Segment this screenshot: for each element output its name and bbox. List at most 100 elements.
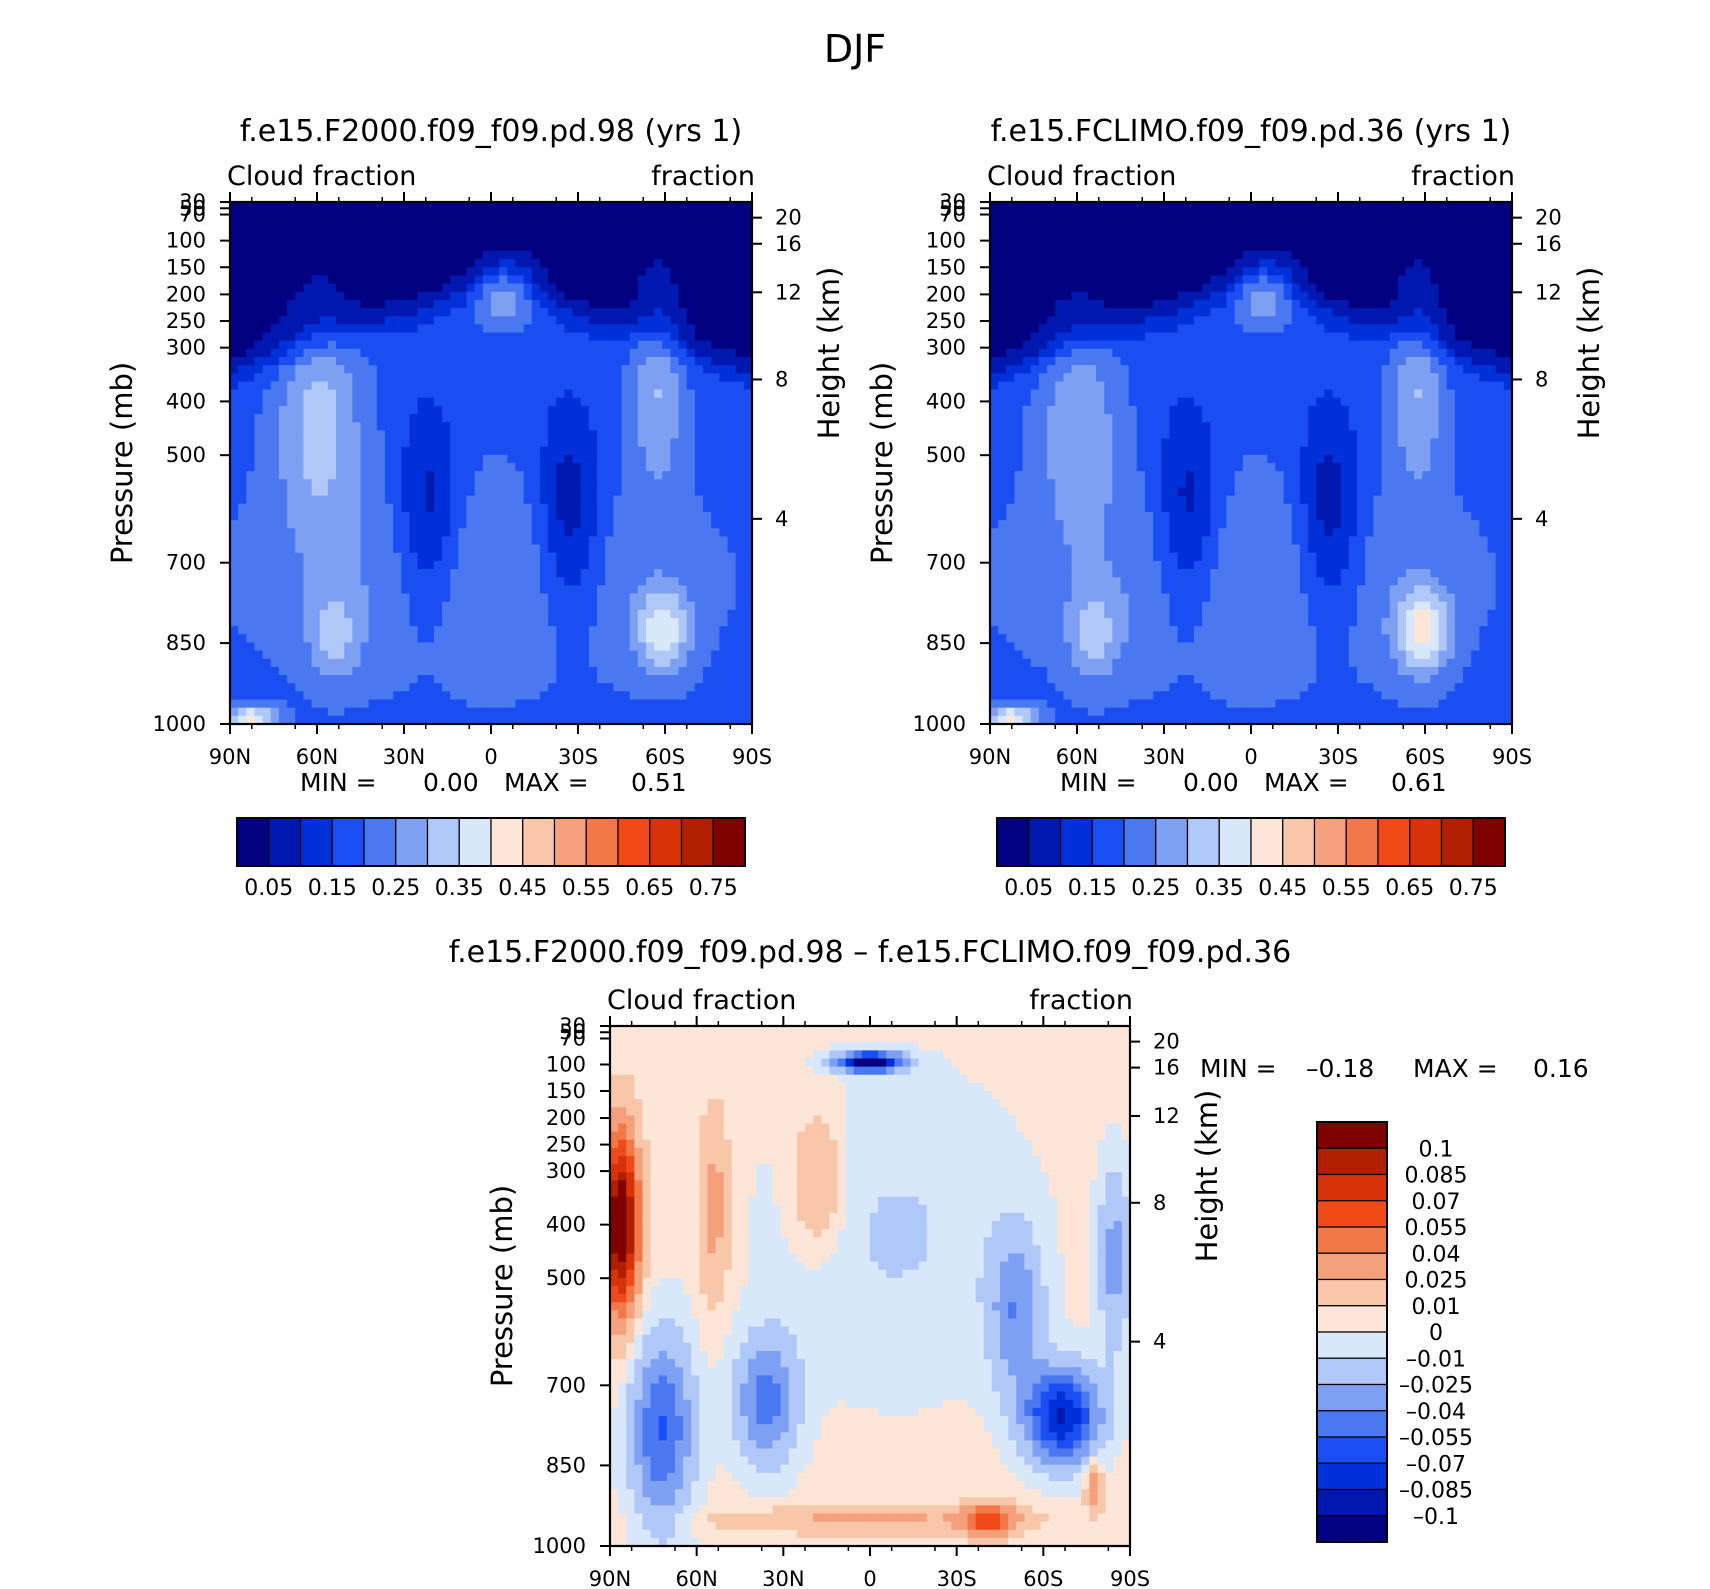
contour-cell (515, 495, 525, 505)
contour-cell (352, 675, 362, 684)
contour-cell (466, 683, 476, 692)
contour-cell (1487, 291, 1497, 301)
contour-cell (531, 683, 541, 692)
contour-cell (499, 430, 508, 440)
contour-cell (539, 316, 549, 325)
contour-cell (376, 218, 386, 228)
contour-cell (1251, 259, 1260, 268)
contour-cell (352, 699, 362, 709)
contour-cell (564, 381, 574, 391)
contour-cell (254, 626, 264, 635)
contour-cell (254, 340, 264, 350)
contour-cell (230, 348, 239, 358)
contour-cell (572, 316, 582, 325)
contour-cell (474, 454, 484, 464)
contour-cell (637, 552, 647, 562)
contour-cell (539, 495, 549, 505)
contour-cell (515, 707, 525, 717)
contour-cell (678, 226, 688, 236)
contour-cell (336, 544, 345, 554)
contour-cell (450, 471, 459, 480)
contour-cell (1079, 210, 1089, 219)
min-label: MIN = (300, 768, 377, 797)
contour-cell (384, 291, 394, 301)
contour-cell (998, 299, 1007, 309)
contour-cell (278, 405, 288, 415)
contour-cell (254, 601, 264, 611)
contour-cell (417, 283, 427, 293)
contour-cell (327, 250, 337, 260)
contour-cell (344, 569, 353, 578)
contour-cell (531, 218, 541, 228)
contour-cell (409, 479, 419, 489)
contour-cell (384, 569, 394, 578)
contour-cell (376, 446, 386, 456)
contour-cell (1234, 259, 1244, 268)
contour-cell (344, 495, 353, 505)
contour-cell (613, 471, 623, 480)
contour-cell (735, 308, 745, 317)
contour-cell (694, 308, 704, 317)
contour-cell (336, 528, 345, 538)
contour-cell (678, 210, 688, 219)
contour-cell (458, 283, 468, 293)
contour-cell (637, 259, 647, 268)
contour-cell (605, 365, 614, 374)
contour-cell (393, 454, 402, 464)
contour-cell (1291, 259, 1301, 268)
contour-cell (376, 691, 386, 701)
contour-cell (336, 634, 345, 644)
contour-cell (1397, 234, 1407, 244)
contour-cell (442, 569, 451, 578)
contour-cell (637, 356, 647, 366)
contour-cell (1226, 283, 1236, 293)
contour-cell (703, 634, 712, 644)
contour-cell (1185, 226, 1195, 236)
contour-cell (1471, 202, 1480, 211)
contour-cell (743, 389, 753, 399)
contour-cell (238, 291, 247, 301)
contour-cell (548, 202, 557, 211)
contour-cell (711, 340, 720, 350)
contour-cell (605, 495, 614, 505)
contour-cell (458, 454, 468, 464)
contour-cell (621, 707, 631, 717)
contour-cell (621, 528, 631, 538)
contour-cell (311, 218, 321, 228)
contour-cell (474, 463, 484, 472)
contour-cell (1495, 210, 1505, 219)
contour-cell (621, 634, 631, 644)
contour-cell (327, 560, 337, 570)
contour-cell (433, 373, 443, 383)
contour-cell (1136, 218, 1146, 228)
contour-cell (303, 699, 313, 709)
contour-cell (1030, 242, 1040, 252)
contour-cell (735, 234, 745, 244)
contour-cell (686, 634, 696, 644)
contour-cell (384, 259, 394, 268)
contour-cell (523, 267, 533, 277)
contour-cell (303, 487, 313, 497)
contour-cell (1332, 202, 1342, 211)
contour-cell (1202, 202, 1211, 211)
contour-cell (580, 609, 590, 619)
contour-cell (637, 609, 647, 619)
contour-cell (393, 626, 402, 635)
contour-cell (1242, 267, 1252, 277)
contour-cell (662, 299, 672, 309)
contour-cell (990, 202, 999, 211)
contour-cell (564, 389, 574, 399)
contour-cell (1414, 202, 1423, 211)
contour-cell (409, 202, 419, 211)
contour-cell (368, 617, 378, 627)
contour-cell (417, 650, 427, 660)
contour-cell (442, 528, 451, 538)
contour-cell (376, 609, 386, 619)
contour-cell (417, 348, 427, 358)
contour-cell (327, 617, 337, 627)
contour-cell (1316, 291, 1326, 301)
contour-cell (466, 593, 476, 603)
contour-cell (621, 438, 631, 448)
contour-cell (230, 242, 239, 252)
contour-cell (466, 577, 476, 586)
